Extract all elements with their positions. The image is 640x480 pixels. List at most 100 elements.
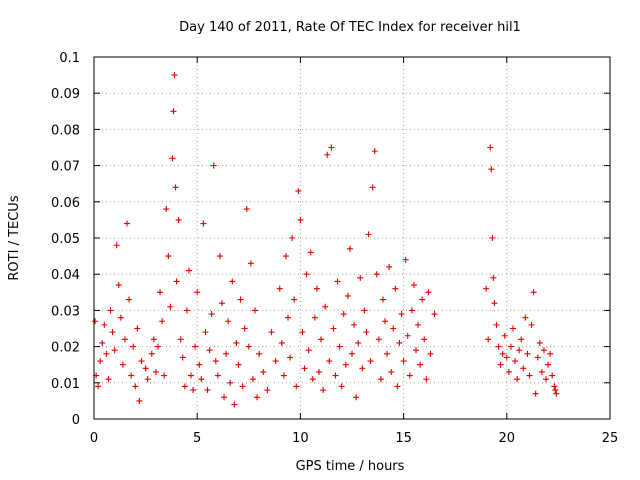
data-point (233, 339, 240, 346)
data-point (214, 372, 221, 379)
data-point (167, 303, 174, 310)
data-point (336, 343, 343, 350)
data-point (264, 387, 271, 394)
data-point (528, 321, 535, 328)
x-tick-label: 0 (90, 431, 98, 446)
data-point (509, 325, 516, 332)
data-point (536, 339, 543, 346)
data-point (552, 387, 559, 394)
data-point (206, 347, 213, 354)
data-point (408, 307, 415, 314)
y-axis-label: ROTI / TECUs (7, 195, 22, 280)
data-point (254, 394, 261, 401)
data-point (305, 347, 312, 354)
data-point (188, 372, 195, 379)
data-point (334, 278, 341, 285)
data-point (365, 231, 372, 238)
data-point (113, 242, 120, 249)
data-point (359, 365, 366, 372)
data-point (152, 368, 159, 375)
x-tick-label: 15 (395, 431, 412, 446)
data-point (342, 361, 349, 368)
y-tick-label: 0.09 (51, 87, 80, 102)
data-point (320, 387, 327, 394)
data-point (530, 289, 537, 296)
data-point (185, 267, 192, 274)
data-point (507, 343, 514, 350)
data-point (260, 368, 267, 375)
data-point (307, 249, 314, 256)
data-point (107, 307, 114, 314)
y-tick-label: 0.01 (51, 377, 80, 392)
data-point (289, 235, 296, 241)
x-tick-label: 20 (499, 431, 516, 446)
data-point (532, 390, 539, 397)
data-point (299, 329, 306, 336)
data-point (239, 383, 246, 390)
data-point (488, 166, 495, 173)
data-point (181, 383, 188, 390)
data-point (229, 278, 236, 285)
data-points (92, 72, 560, 408)
data-point (227, 379, 234, 386)
data-point (497, 361, 504, 368)
data-point (410, 282, 417, 289)
data-point (194, 289, 201, 296)
data-point (553, 390, 560, 397)
data-point (400, 358, 407, 365)
data-point (423, 376, 430, 383)
y-tick-label: 0.07 (51, 160, 80, 175)
data-point (340, 311, 347, 318)
data-point (332, 372, 339, 379)
data-point (398, 311, 405, 318)
data-point (243, 206, 250, 213)
data-point (144, 376, 151, 383)
data-point (547, 350, 554, 357)
data-point (353, 394, 360, 401)
data-point (287, 354, 294, 361)
data-point (377, 376, 384, 383)
y-tick-label: 0.05 (51, 232, 80, 247)
data-point (427, 350, 434, 357)
data-point (105, 376, 112, 383)
data-point (379, 296, 386, 303)
data-point (202, 329, 209, 336)
data-point (92, 318, 99, 325)
data-point (148, 350, 155, 357)
y-tick-labels: 0 0.01 0.02 0.03 0.04 0.05 0.06 0.07 0.08 0.09 0.1 (51, 51, 80, 428)
data-point (249, 376, 256, 383)
data-point (330, 325, 337, 332)
data-point (404, 332, 411, 339)
data-point (388, 368, 395, 375)
data-point (520, 365, 527, 372)
data-point (514, 376, 521, 383)
data-point (126, 296, 133, 303)
data-point (512, 358, 519, 365)
data-point (382, 318, 389, 325)
x-tick-label: 25 (602, 431, 619, 446)
data-point (326, 358, 333, 365)
data-point (493, 321, 500, 328)
data-point (485, 336, 492, 343)
data-point (518, 336, 525, 343)
data-point (128, 372, 135, 379)
data-point (212, 358, 219, 365)
data-point (351, 321, 358, 328)
data-point (491, 300, 498, 307)
data-point (505, 368, 512, 375)
data-point (103, 350, 110, 357)
data-point (328, 144, 335, 151)
data-point (136, 397, 143, 404)
data-point (361, 307, 368, 314)
data-point (190, 387, 197, 394)
data-point (543, 376, 550, 383)
data-point (516, 347, 523, 354)
data-point (251, 307, 258, 314)
data-point (157, 289, 164, 296)
data-point (538, 368, 545, 375)
data-point (204, 387, 211, 394)
data-point (142, 365, 149, 372)
data-point (522, 314, 529, 321)
data-point (487, 144, 494, 151)
